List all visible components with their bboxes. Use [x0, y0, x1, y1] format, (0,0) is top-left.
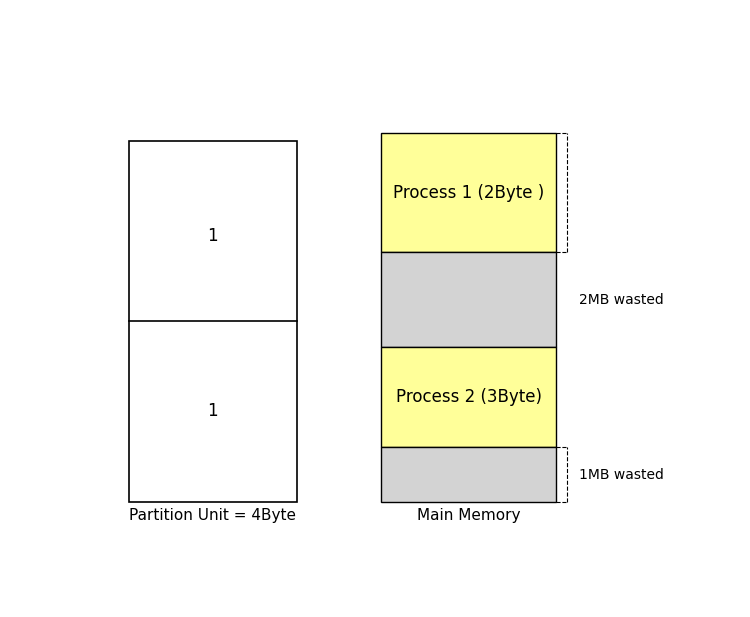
Bar: [129, 141, 297, 502]
Text: Main Memory: Main Memory: [417, 508, 520, 523]
Text: Partition Unit = 4Byte: Partition Unit = 4Byte: [130, 508, 296, 523]
Text: 1MB wasted: 1MB wasted: [579, 468, 664, 482]
Bar: [382, 133, 556, 252]
Bar: [382, 252, 556, 347]
Text: 1: 1: [208, 226, 218, 244]
Bar: [382, 347, 556, 447]
Text: Process 2 (3Byte): Process 2 (3Byte): [396, 388, 542, 406]
Bar: [382, 447, 556, 502]
Text: 1: 1: [208, 402, 218, 420]
Text: Process 1 (2Byte ): Process 1 (2Byte ): [393, 184, 544, 202]
Text: 2MB wasted: 2MB wasted: [579, 292, 664, 307]
